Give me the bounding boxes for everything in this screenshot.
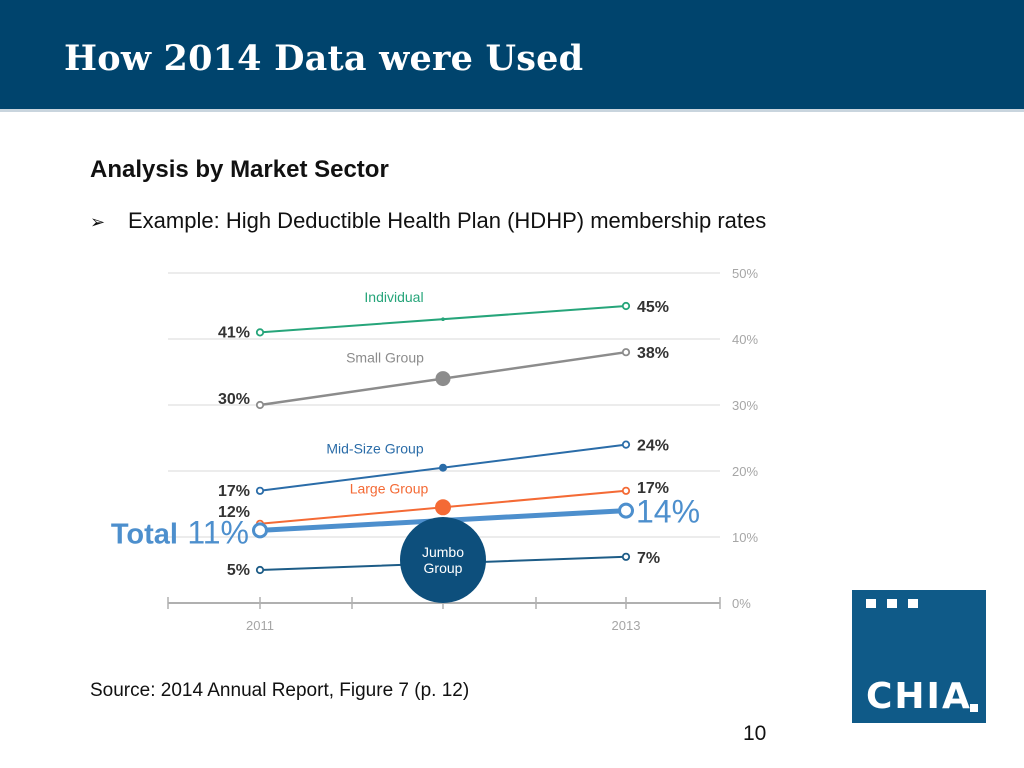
data-point (255, 565, 265, 575)
jumbo-group-callout (400, 517, 486, 603)
total-prefix-label: Total (111, 518, 178, 550)
y-tick-label: 50% (732, 266, 758, 281)
y-tick-label: 20% (732, 464, 758, 479)
chart-series-group (252, 301, 634, 575)
data-label: 30% (218, 391, 250, 408)
section-heading: Analysis by Market Sector (90, 156, 389, 183)
data-point (618, 502, 634, 519)
data-label: 41% (218, 324, 250, 341)
data-label: 17% (218, 483, 250, 500)
series-name-label: Small Group (346, 350, 424, 366)
logo-period-icon (970, 704, 978, 712)
data-point (255, 400, 265, 410)
data-point (621, 440, 631, 449)
data-point (621, 552, 631, 561)
midpoint-marker (435, 499, 451, 516)
x-tick-label: 2011 (246, 618, 274, 633)
chia-logo: CHIA (852, 590, 986, 723)
midpoint-marker (435, 371, 451, 387)
data-label: 45% (637, 299, 669, 316)
data-label: 14% (636, 494, 700, 530)
header-bar: How 2014 Data were Used (0, 0, 1024, 112)
data-label: 12% (218, 504, 250, 521)
arrow-bullet-icon: ➢ (90, 212, 106, 232)
data-point (252, 522, 268, 539)
data-point (621, 348, 631, 357)
data-point (621, 301, 631, 311)
y-tick-label: 0% (732, 596, 751, 611)
source-note: Source: 2014 Annual Report, Figure 7 (p.… (90, 680, 470, 701)
data-label: 11% (187, 514, 249, 550)
series-name-label: Mid-Size Group (326, 441, 423, 457)
bullet-item: ➢ Example: High Deductible Health Plan (H… (90, 208, 766, 234)
midpoint-marker (439, 463, 447, 472)
y-tick-label: 40% (732, 332, 758, 347)
series-name-label: Large Group (350, 480, 429, 496)
y-tick-label: 10% (732, 530, 758, 545)
data-point (621, 486, 631, 495)
series-name-label: Individual (364, 289, 423, 305)
data-label: 17% (637, 480, 669, 497)
data-label: 5% (227, 562, 250, 579)
data-point (255, 486, 265, 495)
y-tick-label: 30% (732, 398, 758, 413)
data-label: 24% (637, 438, 669, 455)
page-title: How 2014 Data were Used (64, 38, 584, 79)
callout-label: Jumbo (422, 544, 464, 560)
chart-label-group: Individual 41% 45% Small Group 30% 38% Mid-Siz… (111, 289, 700, 603)
chart-grid: 0% 10% 20% 30% 40% 50% (168, 266, 758, 611)
logo-text: CHIA (866, 676, 972, 717)
midpoint-marker (441, 317, 445, 322)
page-number: 10 (743, 722, 767, 745)
data-point (255, 328, 265, 337)
data-label: 7% (637, 550, 660, 567)
data-label: 38% (637, 345, 669, 362)
x-tick-label: 2013 (612, 618, 641, 633)
logo-dots-icon (866, 599, 926, 609)
callout-label: Group (424, 560, 463, 576)
chart-x-axis: 2011 2013 (167, 597, 721, 633)
bullet-text: Example: High Deductible Health Plan (HD… (128, 208, 767, 233)
